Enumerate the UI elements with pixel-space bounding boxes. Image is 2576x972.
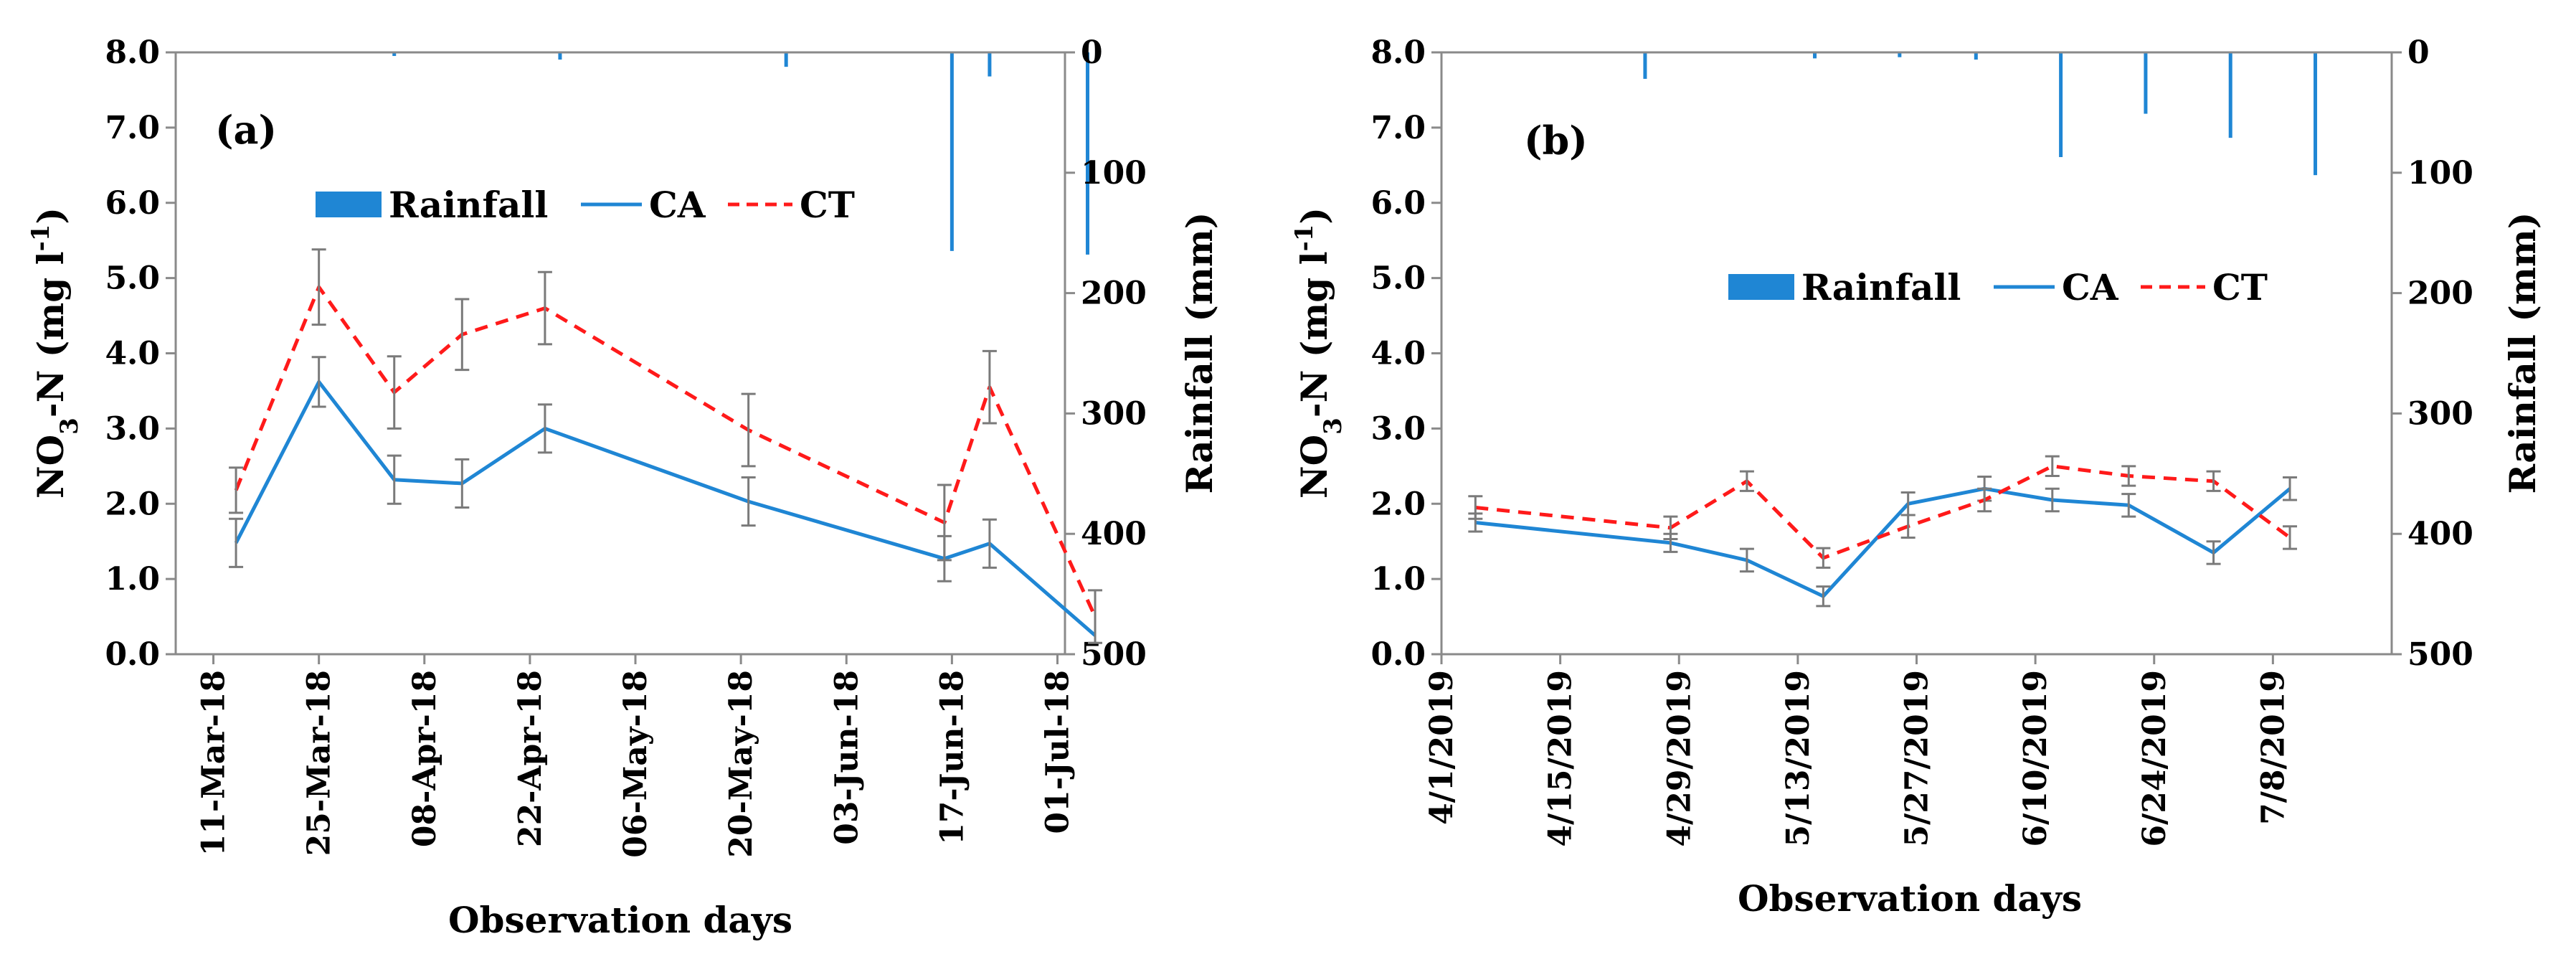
x-tick-label: 17-Jun-18: [934, 670, 970, 845]
y2-tick-label: 300: [2407, 395, 2473, 432]
legend-label-ct: CT: [2212, 266, 2268, 308]
y2-tick-label: 200: [2407, 275, 2473, 312]
rainfall-bar: [2059, 52, 2063, 157]
y-axis-title-part: -N (mg l: [29, 251, 72, 417]
series-line-ct: [234, 285, 1097, 618]
y-axis-title: NO3-N (mg l-1): [27, 207, 84, 499]
y-axis-title-part: NO: [29, 435, 72, 499]
y-axis-title-part: ): [1293, 207, 1335, 225]
y-axis-title-subscript: 3: [55, 417, 84, 435]
series-line-ca: [1475, 486, 2291, 598]
rainfall-bar: [1813, 52, 1817, 59]
y-axis-title-part: ): [29, 207, 72, 225]
y-tick-label: 7.0: [1370, 110, 1426, 146]
x-tick-label: 01-Jul-18: [1039, 670, 1076, 834]
x-axis-title: Observation days: [1738, 877, 2082, 920]
chart-panel-a: 0.0 1.0 2.0 3.0 4.0 5.0 6.0 7.0 8.0 0 100 200 300 400…: [27, 34, 1221, 941]
y-tick-label: 4.0: [1370, 336, 1426, 372]
x-tick-label: 6/24/2019: [2136, 670, 2173, 846]
y-axis-title-part: -N (mg l: [1293, 251, 1335, 417]
y-axis-title-part: NO: [1293, 435, 1335, 499]
y2-tick-label: 400: [1081, 516, 1147, 552]
y2-tick-label: 400: [2407, 516, 2473, 552]
rainfall-bar: [1643, 52, 1647, 79]
y-tick-label: 7.0: [105, 110, 160, 146]
legend-label-ca: CA: [2062, 266, 2119, 308]
legend-label-ca: CA: [649, 184, 706, 226]
rainfall-bar: [1974, 52, 1978, 60]
panel-label: (b): [1524, 118, 1588, 164]
y-axis-title-superscript: -1: [1290, 225, 1319, 252]
y-tick-label: 8.0: [105, 34, 160, 71]
y-axis-title-subscript: 3: [1319, 417, 1348, 435]
y2-tick-label: 100: [1081, 155, 1147, 192]
rainfall-bar: [784, 52, 788, 67]
y-tick-label: 2.0: [1370, 486, 1426, 522]
y-tick-label: 6.0: [1370, 185, 1426, 222]
legend: Rainfall CA CT: [1728, 266, 2268, 308]
x-tick-label: 4/15/2019: [1543, 670, 1579, 846]
y-axis-title: NO3-N (mg l-1): [1290, 207, 1348, 499]
x-tick-label: 06-May-18: [617, 670, 654, 858]
series-line-ca: [234, 379, 1097, 637]
y2-axis-title: Rainfall (mm): [1178, 212, 1221, 494]
y-tick-label: 6.0: [105, 185, 160, 222]
y-axis-title-superscript: -1: [27, 225, 55, 252]
rainfall-bar: [1898, 52, 1902, 57]
legend-label-ct: CT: [800, 184, 855, 226]
x-tick-label: 5/13/2019: [1780, 670, 1817, 846]
legend-swatch-rainfall: [316, 192, 382, 217]
legend-swatch-rainfall: [1728, 274, 1794, 300]
x-tick-label: 22-Apr-18: [512, 670, 549, 847]
rainfall-bar: [988, 52, 992, 77]
x-tick-label: 25-Mar-18: [301, 670, 338, 856]
x-tick-label: 11-Mar-18: [196, 670, 232, 856]
y2-tick-label: 0: [1081, 34, 1103, 71]
x-tick-label: 4/29/2019: [1661, 670, 1697, 846]
rainfall-bar: [558, 52, 562, 60]
y-tick-label: 3.0: [105, 410, 160, 447]
rainfall-bar: [1086, 52, 1090, 255]
y-tick-label: 3.0: [1370, 410, 1426, 447]
x-tick-label: 20-May-18: [723, 670, 759, 858]
y-tick-label: 2.0: [105, 486, 160, 522]
legend-label-rainfall: Rainfall: [389, 184, 548, 226]
y-tick-label: 1.0: [1370, 561, 1426, 598]
y-tick-label: 5.0: [1370, 260, 1426, 297]
chart-panel-b: 0.0 1.0 2.0 3.0 4.0 5.0 6.0 7.0 8.0 0 100 200 300 400…: [1290, 34, 2544, 920]
y-tick-label: 0.0: [105, 636, 160, 673]
rainfall-bar: [2314, 52, 2318, 176]
rainfall-bar: [2144, 52, 2148, 114]
y2-axis-title: Rainfall (mm): [2501, 212, 2544, 494]
x-tick-label: 08-Apr-18: [407, 670, 443, 847]
legend-label-rainfall: Rainfall: [1801, 266, 1961, 308]
y-tick-label: 1.0: [105, 561, 160, 598]
x-axis-title: Observation days: [448, 899, 792, 941]
y2-tick-label: 200: [1081, 275, 1147, 312]
y-tick-label: 8.0: [1370, 34, 1426, 71]
legend: Rainfall CA CT: [316, 184, 855, 226]
y2-tick-label: 0: [2407, 34, 2430, 71]
y2-tick-label: 500: [2407, 636, 2473, 673]
y-tick-label: 0.0: [1370, 636, 1426, 673]
x-tick-label: 7/8/2019: [2255, 670, 2291, 825]
x-tick-label: 03-Jun-18: [828, 670, 865, 845]
rainfall-bar: [2228, 52, 2232, 138]
y-tick-label: 4.0: [105, 336, 160, 372]
x-tick-label: 5/27/2019: [1899, 670, 1936, 846]
panel-label: (a): [215, 107, 277, 153]
y2-tick-label: 100: [2407, 155, 2473, 192]
y-tick-label: 5.0: [105, 260, 160, 297]
x-tick-label: 4/1/2019: [1424, 670, 1460, 825]
series-line-ct: [1475, 464, 2291, 560]
rainfall-bar: [392, 52, 397, 57]
y2-tick-label: 300: [1081, 395, 1147, 432]
rainfall-bar: [950, 52, 954, 251]
y2-tick-label: 500: [1081, 636, 1147, 673]
x-tick-label: 6/10/2019: [2017, 670, 2054, 846]
